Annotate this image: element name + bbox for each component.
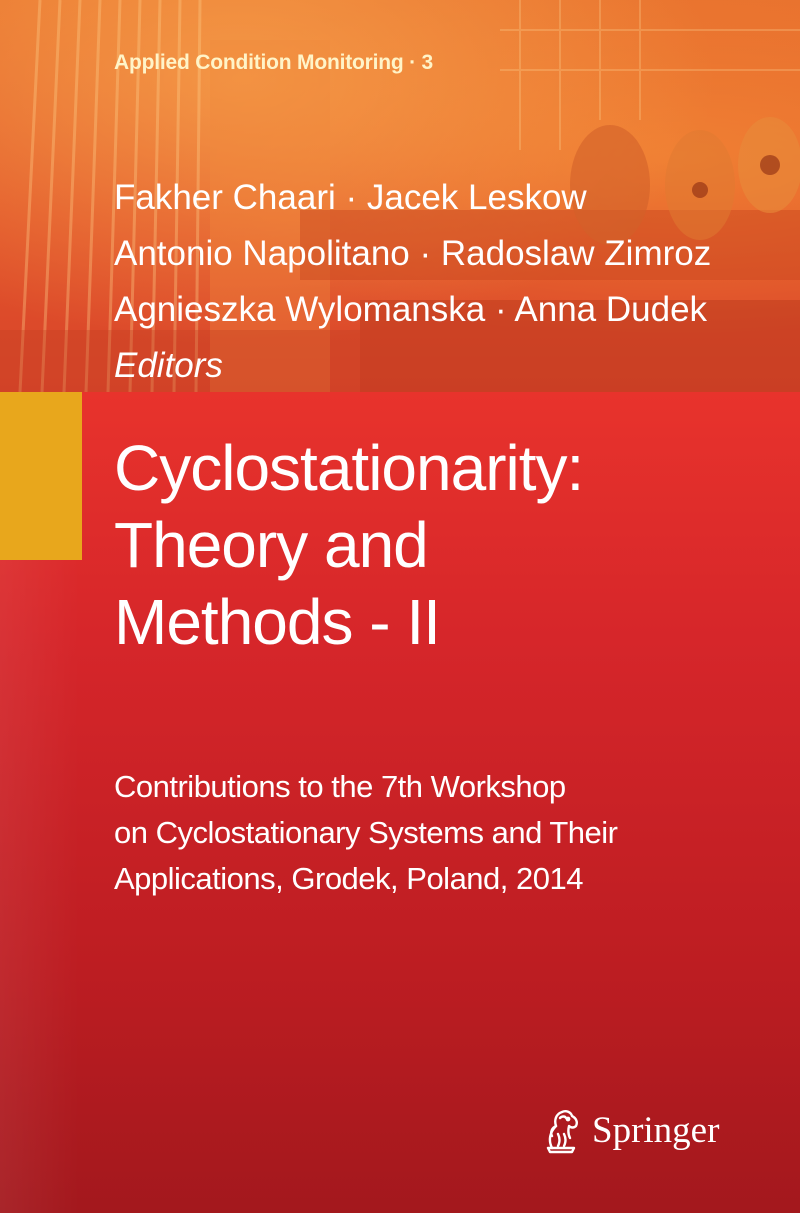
book-title: Cyclostationarity: Theory and Methods - … — [114, 430, 584, 661]
publisher-logo: Springer — [538, 1100, 719, 1160]
editor-line: Antonio Napolitano · Radoslaw Zimroz — [114, 234, 712, 273]
springer-horse-icon — [546, 1110, 578, 1154]
editors-role-label: Editors — [114, 346, 223, 385]
turbine-illustration — [0, 0, 800, 392]
publisher-name: Springer — [592, 1109, 720, 1151]
editor-line: Agnieszka Wylomanska · Anna Dudek — [114, 290, 708, 329]
subtitle-line: Applications, Grodek, Poland, 2014 — [114, 861, 583, 896]
title-line: Theory and — [114, 509, 429, 581]
book-subtitle: Contributions to the 7th Workshop on Cyc… — [114, 764, 618, 902]
editor-line: Fakher Chaari · Jacek Leskow — [114, 178, 587, 217]
title-line: Methods - II — [114, 586, 441, 658]
accent-bar — [0, 392, 82, 560]
subtitle-line: on Cyclostationary Systems and Their — [114, 815, 618, 850]
title-panel — [0, 392, 800, 1213]
title-line: Cyclostationarity: — [114, 432, 584, 504]
cover-photo-turbine — [0, 0, 800, 392]
editors-block: Fakher Chaari · Jacek Leskow Antonio Nap… — [114, 170, 711, 394]
subtitle-line: Contributions to the 7th Workshop — [114, 769, 566, 804]
series-label: Applied Condition Monitoring · 3 — [114, 51, 434, 74]
